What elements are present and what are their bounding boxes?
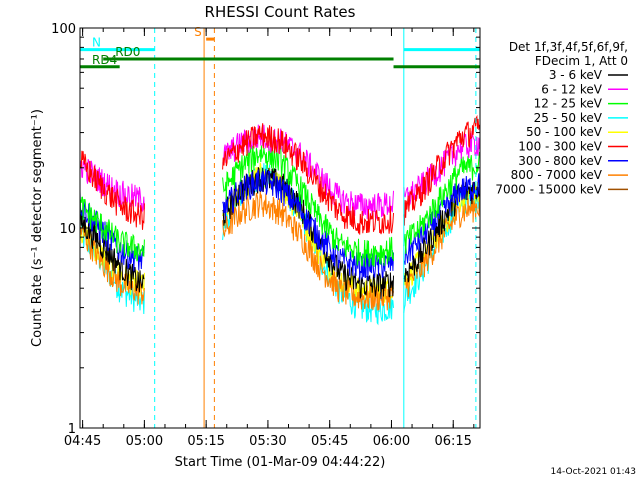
y-tick-label-100: 100 (51, 22, 76, 37)
legend-label-7000-15000keV: 7000 - 15000 keV (495, 182, 602, 196)
y-axis-label: Count Rate (s⁻¹ detector segment⁻¹) (30, 109, 45, 347)
series-line-12-25keV (403, 151, 481, 254)
flag-label-N: N (92, 36, 101, 50)
legend-label-50-100keV: 50 - 100 keV (526, 125, 603, 139)
flag-label-S: S (194, 25, 202, 39)
legend-label-800-7000keV: 800 - 7000 keV (511, 168, 603, 182)
series-line-100-300keV (403, 114, 481, 226)
series-line-12-25keV (222, 143, 394, 267)
series-line-100-300keV (222, 123, 394, 235)
legend-label-6-12keV: 6 - 12 keV (541, 82, 603, 96)
x-axis-label: Start Time (01-Mar-09 04:44:22) (175, 455, 386, 470)
legend-label-25-50keV: 25 - 50 keV (534, 111, 603, 125)
legend: Det 1f,3f,4f,5f,6f,9f, FDecim 1, Att 0 3… (495, 40, 628, 196)
series-layer (79, 114, 481, 326)
series-line-800-7000keV (222, 190, 394, 311)
x-tick-label-05:30: 05:30 (249, 434, 286, 449)
x-tick-label-05:15: 05:15 (187, 434, 224, 449)
y-tick-label-1: 1 (68, 422, 76, 437)
flag-label-RD0: RD0 (115, 45, 140, 59)
x-tick-label-05:45: 05:45 (311, 434, 348, 449)
series-line-12-25keV (79, 196, 145, 262)
flag-label-RD4: RD4 (92, 53, 117, 67)
legend-label-3-6keV: 3 - 6 keV (549, 68, 603, 82)
legend-label-300-800keV: 300 - 800 keV (518, 154, 602, 168)
x-tick-label-05:00: 05:00 (126, 434, 163, 449)
legend-label-12-25keV: 12 - 25 keV (534, 97, 603, 111)
series-line-3-6keV (403, 179, 481, 283)
legend-header-line-1: Det 1f,3f,4f,5f,6f,9f, (509, 40, 628, 54)
legend-header-line-2: FDecim 1, Att 0 (535, 54, 628, 68)
x-tick-label-06:15: 06:15 (434, 434, 471, 449)
y-tick-label-10: 10 (59, 222, 76, 237)
x-tick-label-04:45: 04:45 (64, 434, 101, 449)
x-tick-label-06:00: 06:00 (373, 434, 410, 449)
chart-title: RHESSI Count Rates (205, 3, 356, 21)
footer-date: 14-Oct-2021 01:43 (551, 467, 636, 477)
axes-layer: 1 10 100 04:45 05:00 05:15 05:30 05:45 06:00 06:1… (51, 22, 481, 449)
series-line-100-300keV (79, 150, 145, 230)
legend-label-100-300keV: 100 - 300 keV (518, 140, 602, 154)
series-line-800-7000keV (79, 223, 145, 305)
